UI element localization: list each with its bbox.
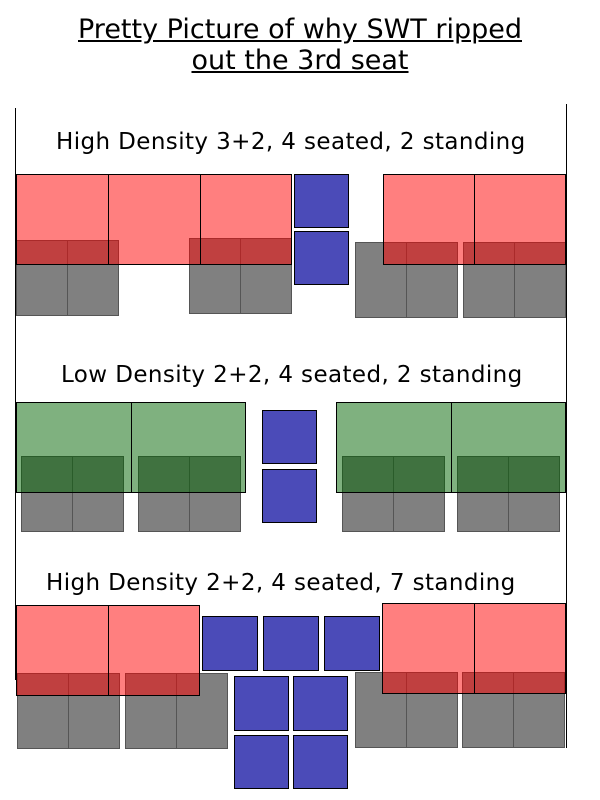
standing-passenger xyxy=(234,676,289,731)
standing-passenger xyxy=(263,616,319,671)
seat xyxy=(336,402,452,493)
seat xyxy=(16,402,132,493)
seat xyxy=(108,174,201,265)
standing-passenger xyxy=(262,410,317,464)
standing-passenger xyxy=(293,676,348,731)
standing-passenger xyxy=(234,735,289,789)
left-wall xyxy=(15,108,16,680)
seat xyxy=(474,174,566,265)
standing-passenger xyxy=(324,616,380,671)
seat xyxy=(200,174,292,265)
seat xyxy=(131,402,246,493)
standing-passenger xyxy=(294,174,349,228)
standing-passenger xyxy=(202,616,258,671)
right-wall xyxy=(566,104,567,748)
seat xyxy=(108,605,200,696)
seat xyxy=(383,174,475,265)
section-2-label: Low Density 2+2, 4 seated, 2 standing xyxy=(61,362,523,388)
standing-passenger xyxy=(293,735,348,789)
seat xyxy=(451,402,566,493)
seat xyxy=(382,603,475,694)
section-1-label: High Density 3+2, 4 seated, 2 standing xyxy=(56,129,526,155)
standing-passenger xyxy=(262,469,317,523)
standing-passenger xyxy=(294,231,349,285)
title-line-2: out the 3rd seat xyxy=(191,45,409,76)
seat xyxy=(16,605,109,696)
title-line-1: Pretty Picture of why SWT ripped xyxy=(78,14,522,45)
seat xyxy=(16,174,109,265)
seat xyxy=(474,603,566,694)
section-3-label: High Density 2+2, 4 seated, 7 standing xyxy=(46,570,516,596)
